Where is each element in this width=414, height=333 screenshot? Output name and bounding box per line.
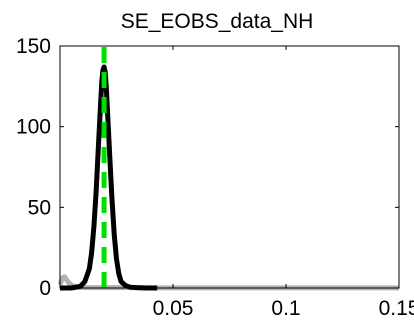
x-tick-label: 0.05 [153, 297, 194, 320]
x-tick-label: 0.1 [271, 297, 300, 320]
series-grey-curve [57, 274, 399, 291]
chart-title: SE_EOBS_data_NH [121, 10, 314, 33]
plot-lines [57, 46, 399, 291]
series-black-curve [60, 64, 158, 291]
ticks: 0.05 0.1 0.15 0 50 100 150 [16, 35, 414, 320]
x-tick-label: 0.15 [379, 297, 414, 320]
y-tick-label: 50 [28, 196, 51, 219]
axes-box [59, 45, 400, 289]
y-tick-label: 0 [39, 277, 51, 300]
y-tick-label: 150 [16, 35, 51, 58]
y-tick-label: 100 [16, 116, 51, 139]
